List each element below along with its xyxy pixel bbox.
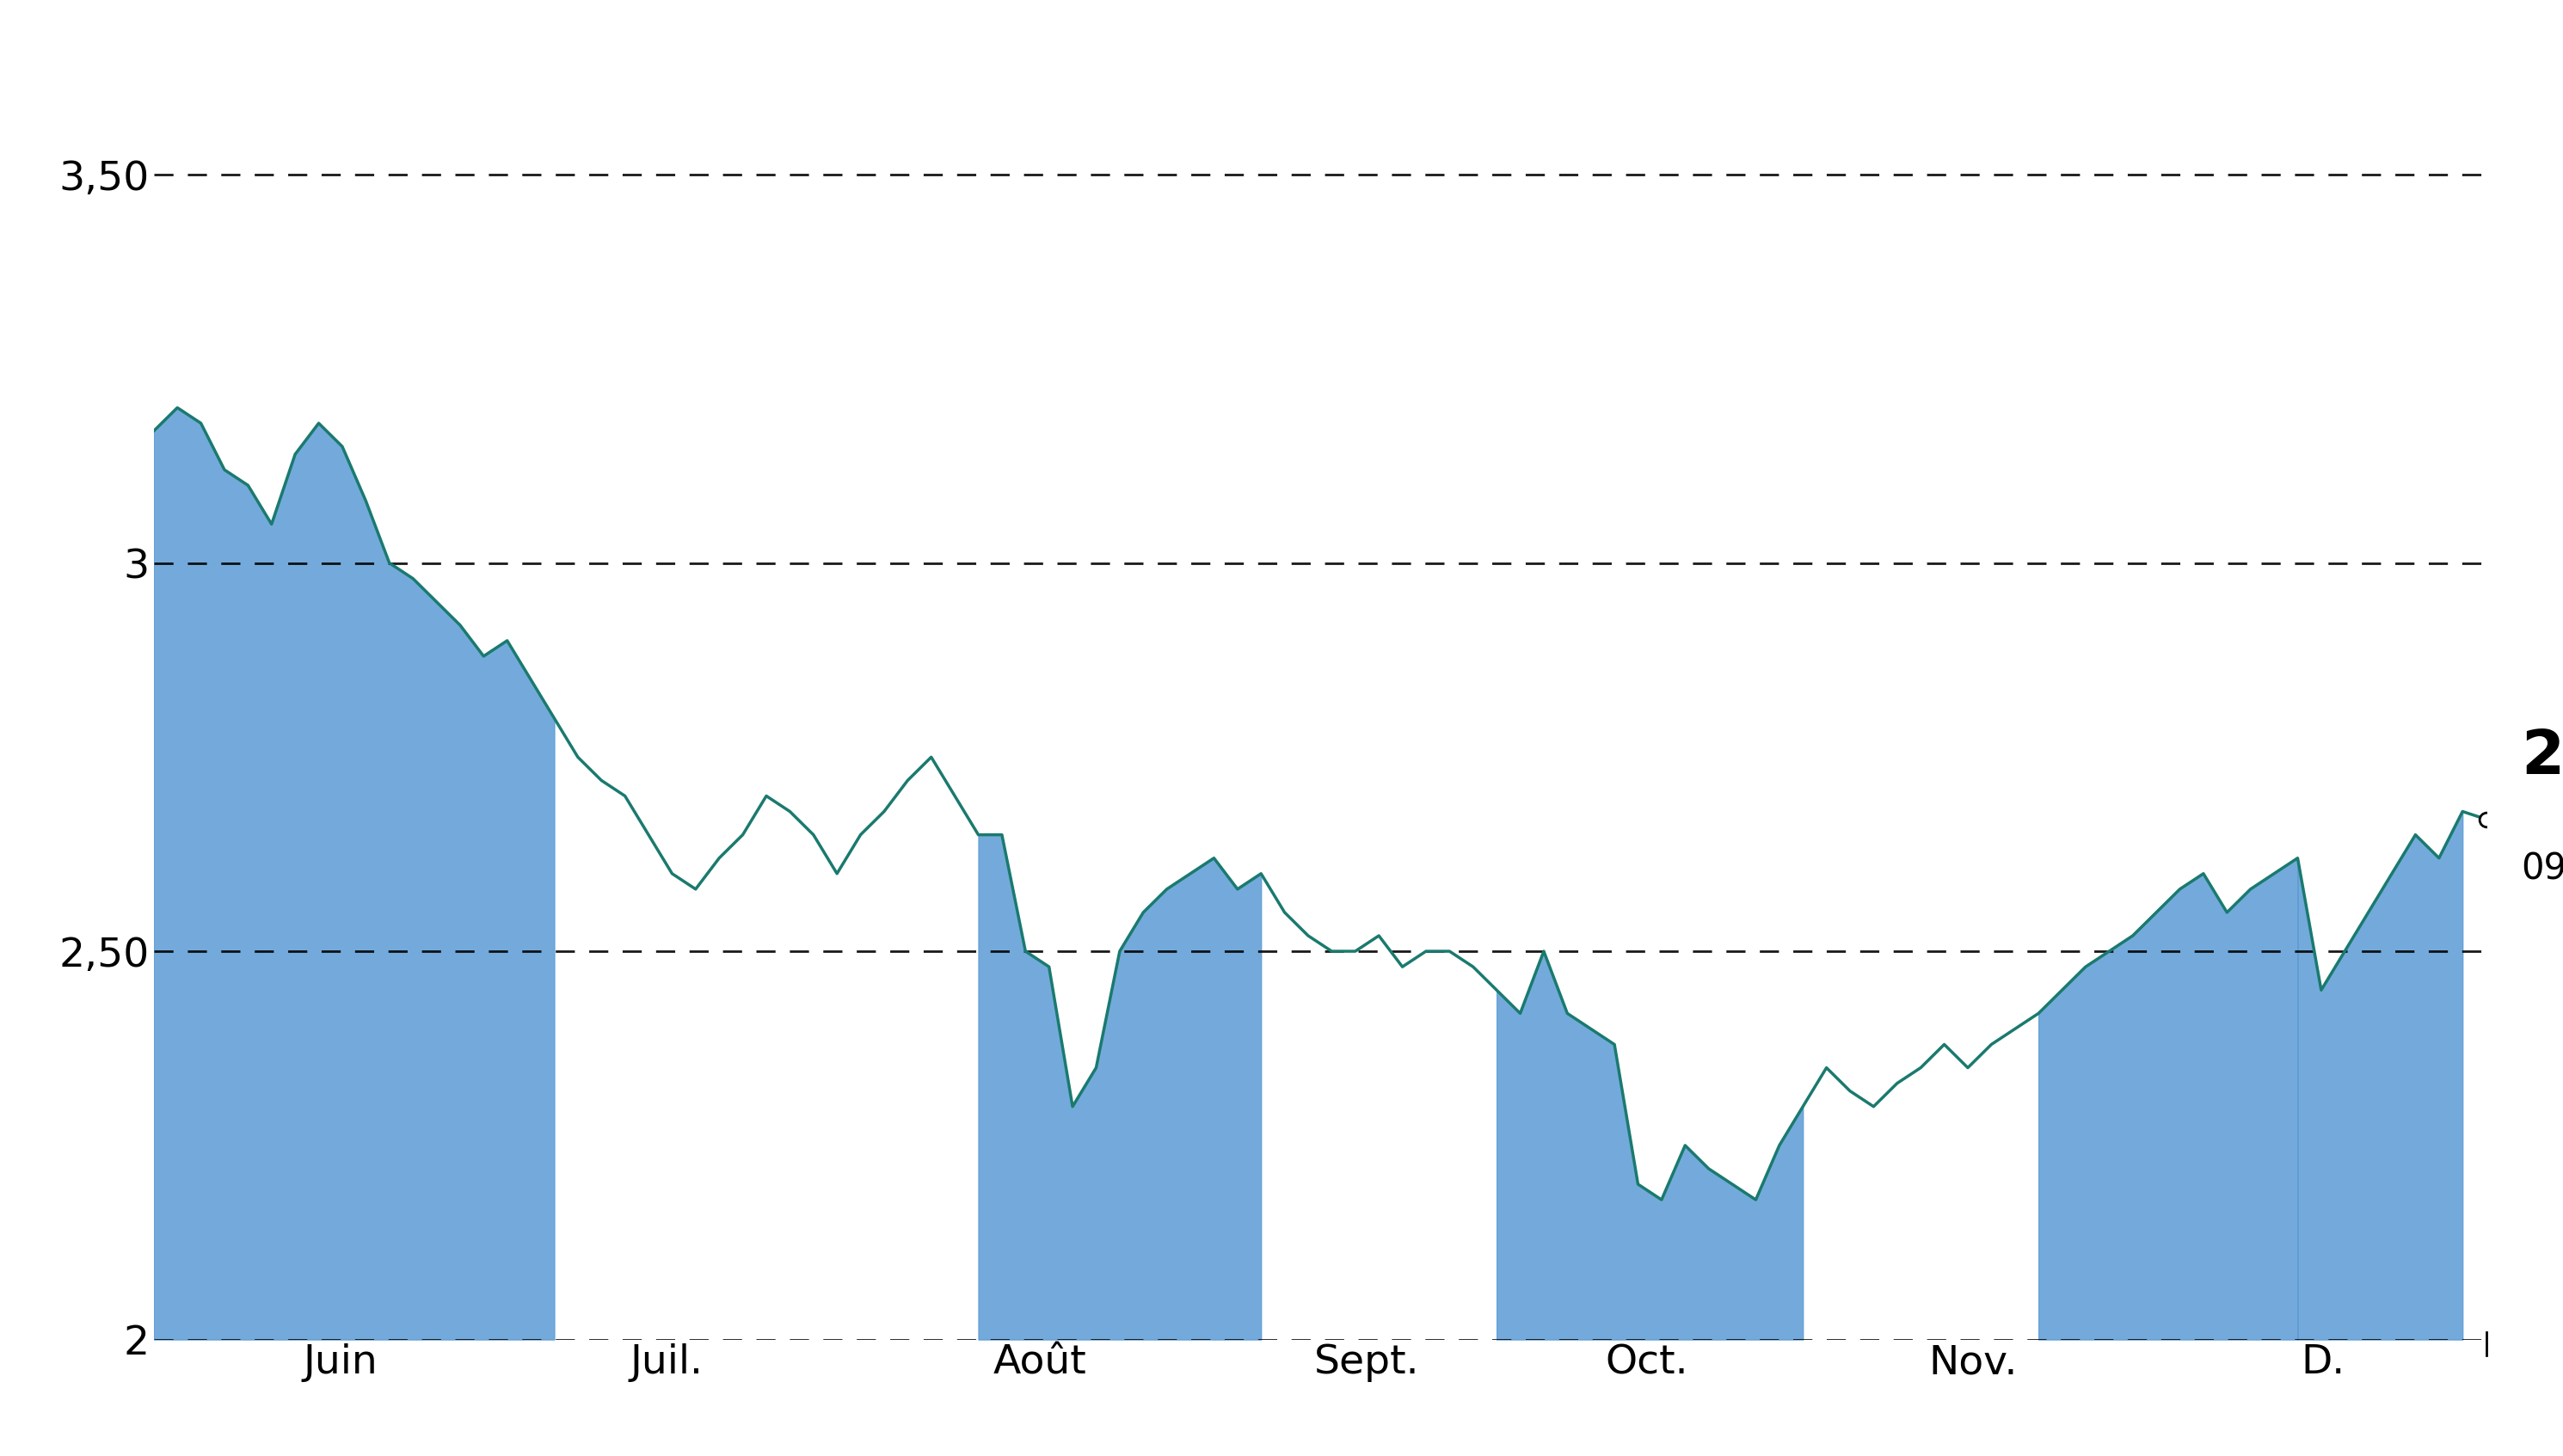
Text: 09/12: 09/12: [2522, 850, 2563, 887]
Text: QWAMPLIFY: QWAMPLIFY: [989, 20, 1574, 103]
Text: 2,67: 2,67: [2522, 728, 2563, 786]
